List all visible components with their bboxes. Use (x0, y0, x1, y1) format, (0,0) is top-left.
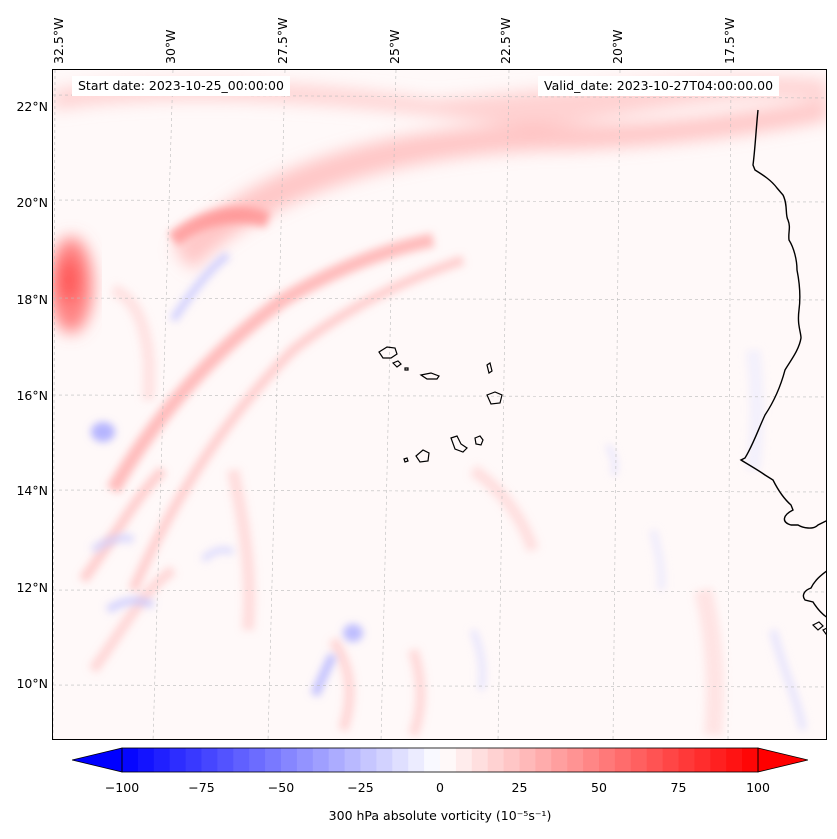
colorbar-tick-label: 50 (591, 780, 607, 795)
latitude-label: 10°N (16, 676, 48, 691)
colorbar-cell (583, 748, 600, 772)
colorbar-cell (360, 748, 377, 772)
negative-vorticity-streaks (90, 251, 807, 731)
colorbar-cell (535, 748, 552, 772)
colorbar-tick-label: 0 (436, 780, 444, 795)
colorbar-cell (233, 748, 250, 772)
colorbar-cell (424, 748, 441, 772)
colorbar-cell (614, 748, 632, 772)
colorbar-cell (328, 748, 346, 772)
latitude-label: 12°N (16, 580, 48, 595)
colorbar-cell (344, 748, 361, 772)
colorbar-cell (678, 748, 695, 772)
colorbar-cell (392, 748, 409, 772)
colorbar-cell (487, 748, 505, 772)
colorbar-cell (137, 748, 155, 772)
start-date-box: Start date: 2023-10-25_00:00:00 (72, 76, 290, 96)
vorticity-streaks (78, 207, 724, 737)
colorbar-cell (201, 748, 218, 772)
colorbar-cell (185, 748, 202, 772)
colorbar-tick-label: 100 (746, 780, 770, 795)
colorbar-cell (694, 748, 711, 772)
cabo-verde-islands (378, 346, 503, 463)
colorbar-tick-label: 75 (670, 780, 687, 795)
colorbar-extend-max (757, 747, 808, 773)
vorticity-max-west (53, 237, 93, 333)
colorbar-cell (455, 748, 473, 772)
latitude-label: 18°N (16, 292, 48, 307)
latitude-label: 16°N (16, 388, 48, 403)
colorbar-extend-min (72, 747, 123, 773)
longitude-label: 27.5°W (275, 17, 290, 64)
africa-coastline (739, 109, 826, 529)
longitude-label: 30°W (163, 29, 178, 64)
colorbar-cell (122, 748, 139, 772)
longitude-label: 20°W (610, 29, 625, 64)
colorbar-cell (169, 748, 187, 772)
colorbar (72, 747, 808, 773)
graticule (53, 70, 826, 739)
start-date-label: Start date: 2023-10-25_00:00:00 (78, 78, 284, 93)
colorbar-tick-label: −25 (347, 780, 374, 795)
coastline-guinea-bissau (802, 570, 826, 618)
colorbar-cell (710, 748, 727, 772)
colorbar-cell (726, 748, 743, 772)
colorbar-cell (281, 748, 298, 772)
colorbar-cell (646, 748, 664, 772)
valid-date-label: Valid_date: 2023-10-27T04:00:00.00 (544, 78, 774, 93)
colorbar-cell (503, 748, 520, 772)
colorbar-cell (296, 748, 314, 772)
vorticity-band-north (53, 77, 826, 270)
map-panel (52, 69, 827, 740)
colorbar-cell (376, 748, 393, 772)
colorbar-cell (153, 748, 171, 772)
latitude-label: 22°N (16, 99, 48, 114)
colorbar-tick-label: −75 (188, 780, 215, 795)
colorbar-cell (217, 748, 234, 772)
colorbar-cell (312, 748, 330, 772)
colorbar-cell (249, 748, 266, 772)
vorticity-map (53, 70, 826, 739)
colorbar-cell (265, 748, 282, 772)
colorbar-cell (567, 748, 584, 772)
valid-date-box: Valid_date: 2023-10-27T04:00:00.00 (538, 76, 780, 96)
colorbar-cell (742, 748, 759, 772)
latitude-label: 20°N (16, 195, 48, 210)
colorbar-cell (599, 748, 616, 772)
colorbar-tick-label: 25 (511, 780, 528, 795)
colorbar-tick-label: −50 (267, 780, 295, 795)
longitude-label: 25°W (387, 29, 402, 64)
colorbar-cell (519, 748, 536, 772)
colorbar-cell (630, 748, 648, 772)
longitude-label: 22.5°W (498, 17, 513, 64)
colorbar-cell (471, 748, 489, 772)
colorbar-label: 300 hPa absolute vorticity (10⁻⁵s⁻¹) (328, 808, 552, 823)
longitude-label: 32.5°W (51, 17, 66, 64)
longitude-label: 17.5°W (722, 17, 737, 64)
bijagos-islands (811, 621, 826, 635)
colorbar-cell (662, 748, 679, 772)
latitude-label: 14°N (16, 483, 48, 498)
colorbar-tick-label: −100 (104, 780, 140, 795)
colorbar-cell (440, 748, 457, 772)
colorbar-cell (408, 748, 425, 772)
colorbar-cell (551, 748, 568, 772)
